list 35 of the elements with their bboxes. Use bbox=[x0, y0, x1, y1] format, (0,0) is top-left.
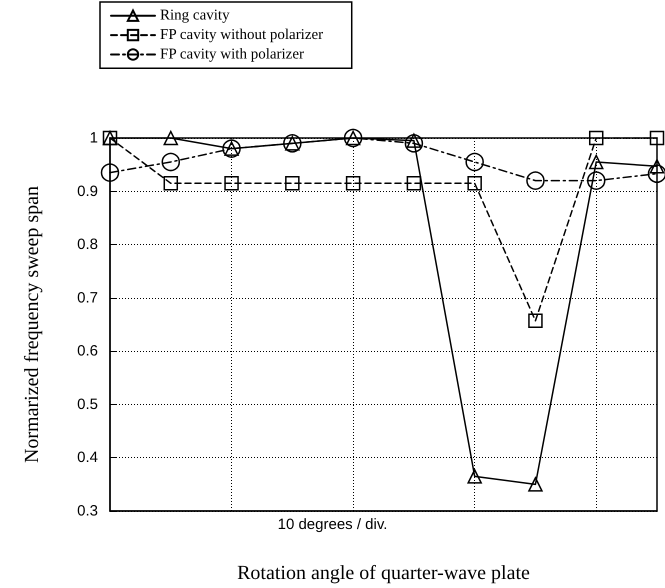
y-tick-label: 0.3 bbox=[77, 502, 98, 520]
point bbox=[650, 158, 664, 174]
point bbox=[526, 171, 545, 190]
x-axis-title: Rotation angle of quarter-wave plate bbox=[237, 562, 530, 584]
legend-label: FP cavity without polarizer bbox=[160, 27, 324, 44]
y-tick-label: 0.9 bbox=[77, 182, 98, 200]
point bbox=[588, 130, 604, 146]
text: 10 degrees / div. bbox=[278, 516, 388, 533]
point bbox=[406, 176, 422, 191]
y-tick-label: 0.5 bbox=[77, 396, 98, 413]
point bbox=[467, 469, 482, 484]
point bbox=[465, 152, 484, 172]
y-tick-label: 0.7 bbox=[77, 289, 98, 306]
point bbox=[404, 134, 424, 153]
legend-label: Ring cavity bbox=[160, 8, 230, 24]
y-axis-title: Normarized frequency sweep span bbox=[21, 186, 43, 464]
point bbox=[528, 314, 543, 328]
point bbox=[100, 163, 120, 182]
point bbox=[648, 164, 665, 183]
point bbox=[650, 130, 664, 146]
point bbox=[528, 477, 543, 492]
y-tick-label: 0.4 bbox=[77, 449, 98, 466]
point bbox=[586, 171, 606, 190]
point bbox=[164, 176, 178, 191]
point bbox=[224, 176, 239, 191]
point bbox=[588, 154, 604, 170]
point bbox=[285, 176, 300, 191]
point bbox=[346, 176, 360, 191]
legend-label: FP cavity with polarizer bbox=[160, 46, 304, 62]
y-tick-label: 0.8 bbox=[77, 236, 98, 254]
point bbox=[162, 152, 180, 172]
point bbox=[164, 130, 178, 146]
y-tick-label: 0.6 bbox=[77, 342, 98, 360]
point bbox=[467, 176, 482, 191]
y-tick-label: 1 bbox=[90, 130, 98, 146]
